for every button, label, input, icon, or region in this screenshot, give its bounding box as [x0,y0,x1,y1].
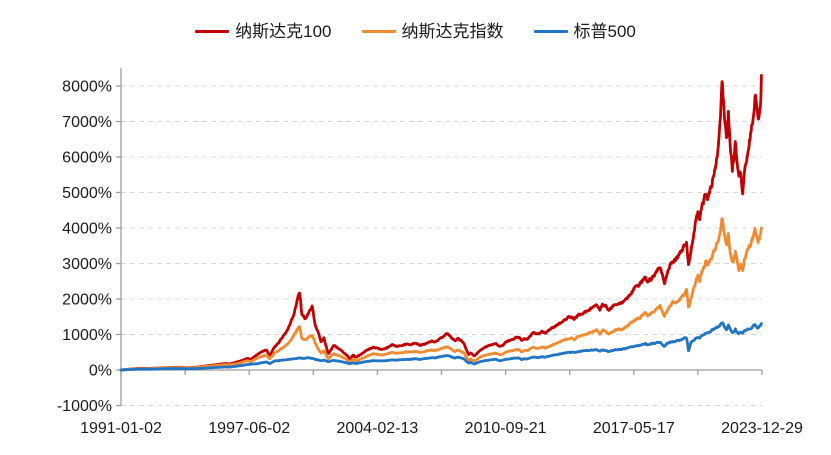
legend: 纳斯达克100 纳斯达克指数 标普500 [0,18,831,44]
legend-label-nasdaq100: 纳斯达克100 [235,21,332,41]
x-tick-label: 1997-06-02 [208,420,290,437]
legend-item-nasdaq-composite: 纳斯达克指数 [361,21,504,41]
y-tick-label: 3000% [62,256,112,273]
y-tick-label: 7000% [62,114,112,131]
axes [116,68,763,407]
y-gridlines [121,85,762,406]
series-lines [119,74,763,372]
nasdaq100-line-swatch-icon [195,29,230,33]
y-tick-label: 2000% [62,292,112,309]
y-tick-label: 6000% [62,150,112,167]
y-tick-label: 0% [89,363,112,380]
legend-label-sp500: 标普500 [573,21,636,41]
y-tick-label: 8000% [62,79,112,96]
x-tick-label: 1991-01-02 [80,420,162,437]
y-tick-label: 4000% [62,221,112,238]
legend-item-nasdaq100: 纳斯达克100 [195,21,332,41]
series-line-3 [119,321,763,372]
legend-item-sp500: 标普500 [533,21,636,41]
y-tick-label: -1000% [57,398,112,415]
y-tick-label: 1000% [62,327,112,344]
x-tick-label: 2004-02-13 [336,420,418,437]
legend-label-nasdaq-composite: 纳斯达克指数 [401,21,504,41]
axis-tick-labels: 8000% 7000% 6000% 5000% 4000% 3000% 2000% 1000%… [57,79,803,438]
nasdaq-composite-line-swatch-icon [361,29,396,33]
sp500-line-swatch-icon [533,29,568,33]
x-tick-label: 2017-05-17 [593,420,675,437]
x-tick-label: 2023-12-29 [721,420,803,437]
series-line-2 [119,217,763,372]
series-line-1 [119,74,763,372]
x-tick-label: 2010-09-21 [465,420,547,437]
y-tick-label: 5000% [62,185,112,202]
